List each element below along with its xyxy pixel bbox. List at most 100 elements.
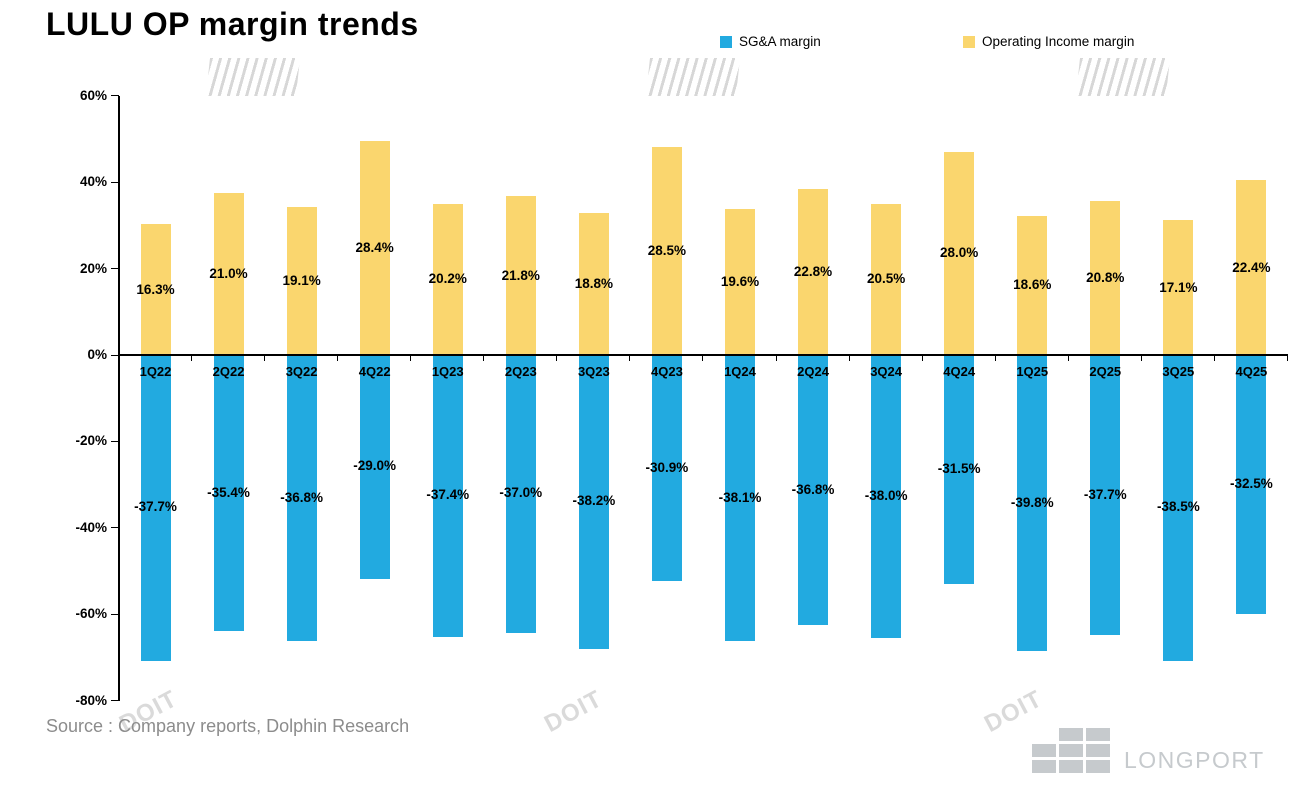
data-label-operating-income: 22.8%	[793, 264, 833, 280]
longport-wordmark: LONGPORT	[1124, 747, 1265, 773]
bar-sga-margin	[651, 356, 682, 582]
bar-sga-margin	[140, 356, 171, 661]
y-axis-label: -60%	[75, 606, 107, 622]
bar-operating-income-margin	[944, 151, 975, 355]
bar-operating-income-margin	[286, 206, 317, 355]
legend-item-sga: SG&A margin	[720, 34, 821, 49]
data-label-sga: -39.8%	[1010, 494, 1054, 510]
bar-operating-income-margin	[1017, 215, 1048, 355]
y-axis-tick	[111, 95, 119, 97]
bar-sga-margin	[724, 356, 755, 642]
bar-sga-margin	[798, 356, 829, 626]
data-label-operating-income: 16.3%	[136, 281, 175, 297]
data-label-sga: -37.0%	[499, 485, 543, 501]
data-label-operating-income: 28.4%	[355, 240, 394, 256]
data-label-sga: -38.1%	[718, 489, 762, 505]
x-axis-tick	[848, 356, 850, 361]
bar-sga-margin	[1017, 356, 1048, 652]
data-label-operating-income: 28.5%	[647, 243, 687, 259]
legend-label-operating-income: Operating Income margin	[982, 34, 1135, 49]
bar-operating-income-margin	[1236, 180, 1267, 355]
data-label-sga: -35.4%	[207, 484, 250, 500]
x-axis-tick	[921, 356, 923, 361]
legend-label-sga: SG&A margin	[739, 34, 821, 49]
x-axis-tick	[1067, 356, 1069, 361]
x-axis-tick	[994, 356, 996, 361]
bar-sga-margin	[871, 356, 902, 639]
bar-operating-income-margin	[724, 208, 755, 355]
bar-operating-income-margin	[432, 203, 463, 355]
bar-operating-income-margin	[359, 141, 390, 355]
y-axis-line	[118, 96, 120, 701]
data-label-sga: -30.9%	[645, 459, 689, 475]
y-axis-label: -20%	[75, 433, 107, 449]
data-label-operating-income: 20.5%	[866, 271, 906, 287]
data-label-sga: -38.5%	[1156, 499, 1200, 515]
y-axis-label: 60%	[79, 87, 107, 103]
bar-sga-margin	[1090, 356, 1121, 636]
x-axis-category-label: 2Q23	[504, 364, 537, 379]
bar-operating-income-margin	[140, 224, 171, 355]
y-axis-label: 20%	[79, 260, 107, 276]
x-axis-tick	[702, 356, 704, 361]
data-label-sga: -37.7%	[134, 499, 177, 515]
x-axis-tick	[337, 356, 339, 361]
y-axis-tick	[111, 700, 119, 702]
x-axis-tick	[629, 356, 631, 361]
x-axis-category-label: 3Q23	[577, 364, 610, 379]
y-axis-label: 0%	[87, 347, 107, 362]
bar-sga-margin	[359, 356, 390, 579]
x-axis-tick	[1213, 356, 1215, 361]
x-axis-category-label: 3Q24	[870, 364, 902, 379]
x-axis-category-label: 3Q22	[285, 364, 318, 379]
bar-sga-margin	[1163, 356, 1194, 661]
x-axis-tick	[483, 356, 485, 361]
data-label-sga: -38.2%	[572, 493, 616, 509]
source-note: Source : Company reports, Dolphin Resear…	[46, 716, 410, 736]
data-label-operating-income: 19.6%	[720, 273, 760, 289]
bar-operating-income-margin	[505, 196, 536, 355]
x-axis-category-label: 4Q23	[651, 364, 683, 379]
x-axis-category-label: 4Q25	[1235, 364, 1268, 379]
y-axis-label: -40%	[75, 519, 107, 535]
data-label-sga: -38.0%	[864, 488, 908, 504]
x-axis-category-label: 2Q25	[1089, 364, 1122, 379]
data-label-operating-income: 22.4%	[1232, 259, 1271, 275]
x-axis-category-label: 4Q24	[943, 364, 976, 379]
data-label-sga: -29.0%	[353, 458, 397, 474]
data-label-sga: -31.5%	[937, 461, 981, 477]
bar-sga-margin	[213, 356, 244, 632]
data-label-sga: -36.8%	[791, 481, 835, 497]
x-axis-tick	[264, 356, 266, 361]
x-axis-tick	[191, 356, 193, 361]
x-axis-category-label: 2Q24	[797, 364, 829, 379]
bar-sga-margin	[578, 356, 609, 649]
y-axis-label: 40%	[79, 174, 107, 190]
x-axis-tick	[556, 356, 558, 361]
data-label-operating-income: 20.2%	[428, 271, 467, 287]
x-axis-category-label: 1Q25	[1016, 364, 1049, 379]
x-axis-category-label: 3Q25	[1162, 364, 1195, 379]
data-label-operating-income: 21.8%	[501, 267, 540, 283]
y-axis-tick	[111, 527, 119, 529]
bar-operating-income-margin	[798, 189, 829, 355]
bar-operating-income-margin	[213, 193, 244, 355]
x-axis-tick	[1286, 356, 1288, 361]
x-axis-category-label: 1Q23	[431, 364, 464, 379]
data-label-sga: -37.4%	[426, 487, 470, 503]
data-label-operating-income: 18.8%	[574, 275, 613, 291]
legend-swatch-sga-icon	[720, 35, 732, 48]
bar-operating-income-margin	[871, 203, 902, 355]
bar-operating-income-margin	[1163, 220, 1194, 355]
x-axis-category-label: 4Q22	[358, 364, 391, 379]
data-label-sga: -37.7%	[1083, 486, 1127, 502]
x-axis-tick	[775, 356, 777, 361]
data-label-operating-income: 28.0%	[940, 245, 979, 261]
bar-sga-margin	[286, 356, 317, 642]
bar-operating-income-margin	[578, 212, 609, 355]
y-axis-tick	[111, 268, 119, 270]
bar-operating-income-margin	[651, 147, 682, 355]
data-label-operating-income: 18.6%	[1013, 277, 1052, 293]
data-label-operating-income: 20.8%	[1086, 270, 1125, 286]
